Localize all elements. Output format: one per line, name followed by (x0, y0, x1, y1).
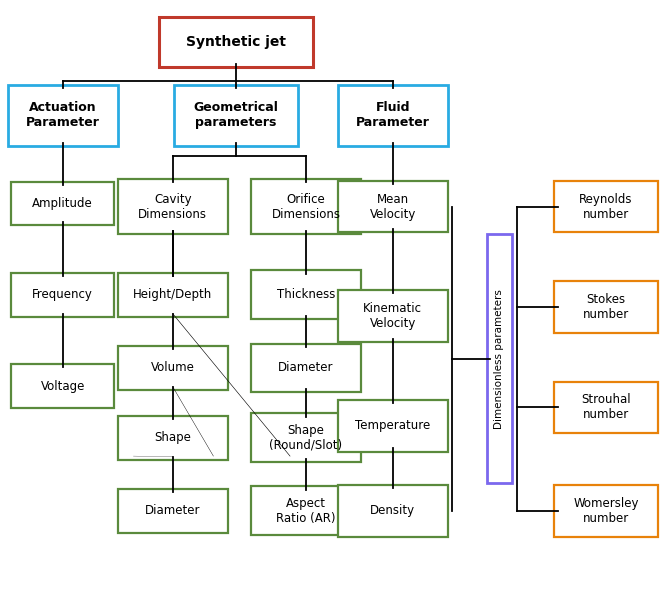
FancyBboxPatch shape (251, 343, 361, 392)
FancyBboxPatch shape (118, 346, 228, 390)
FancyBboxPatch shape (554, 381, 658, 433)
Text: Diameter: Diameter (278, 362, 334, 375)
FancyBboxPatch shape (337, 290, 448, 342)
Text: Density: Density (370, 504, 415, 518)
Text: Temperature: Temperature (355, 419, 430, 432)
FancyBboxPatch shape (337, 485, 448, 537)
Text: Shape: Shape (155, 431, 191, 445)
FancyBboxPatch shape (11, 182, 114, 225)
FancyBboxPatch shape (251, 486, 361, 535)
FancyBboxPatch shape (337, 400, 448, 451)
Text: Height/Depth: Height/Depth (133, 289, 212, 301)
Text: Actuation
Parameter: Actuation Parameter (26, 101, 99, 130)
FancyBboxPatch shape (175, 85, 298, 146)
Text: Synthetic jet: Synthetic jet (186, 36, 286, 49)
FancyBboxPatch shape (487, 234, 512, 483)
Text: Fluid
Parameter: Fluid Parameter (355, 101, 429, 130)
Text: Reynolds
number: Reynolds number (579, 193, 632, 220)
Text: Kinematic
Velocity: Kinematic Velocity (363, 302, 422, 330)
FancyBboxPatch shape (118, 416, 228, 460)
FancyBboxPatch shape (159, 17, 312, 68)
Text: Geometrical
parameters: Geometrical parameters (194, 101, 278, 130)
Text: Stokes
number: Stokes number (583, 293, 629, 321)
FancyBboxPatch shape (554, 181, 658, 233)
Text: Womersley
number: Womersley number (573, 497, 638, 525)
Text: Thickness: Thickness (277, 289, 335, 301)
FancyBboxPatch shape (11, 364, 114, 408)
FancyBboxPatch shape (251, 413, 361, 462)
Text: Amplitude: Amplitude (32, 197, 93, 210)
Text: Shape
(Round/Slot): Shape (Round/Slot) (269, 424, 343, 452)
FancyBboxPatch shape (251, 271, 361, 319)
FancyBboxPatch shape (337, 85, 448, 146)
Text: Aspect
Ratio (AR): Aspect Ratio (AR) (276, 497, 336, 525)
Text: Strouhal
number: Strouhal number (581, 394, 631, 421)
Text: Cavity
Dimensions: Cavity Dimensions (138, 193, 207, 220)
FancyBboxPatch shape (554, 485, 658, 537)
Text: Mean
Velocity: Mean Velocity (370, 193, 416, 220)
Text: Volume: Volume (151, 362, 195, 375)
Text: Orifice
Dimensions: Orifice Dimensions (271, 193, 341, 220)
FancyBboxPatch shape (118, 179, 228, 234)
FancyBboxPatch shape (337, 181, 448, 233)
FancyBboxPatch shape (8, 85, 118, 146)
FancyBboxPatch shape (118, 273, 228, 317)
FancyBboxPatch shape (251, 179, 361, 234)
Text: Frequency: Frequency (32, 289, 93, 301)
FancyBboxPatch shape (11, 273, 114, 317)
FancyBboxPatch shape (554, 281, 658, 333)
Text: Dimensionless parameters: Dimensionless parameters (495, 289, 504, 429)
Text: Voltage: Voltage (40, 379, 85, 392)
Text: Diameter: Diameter (145, 504, 200, 518)
FancyBboxPatch shape (118, 489, 228, 533)
